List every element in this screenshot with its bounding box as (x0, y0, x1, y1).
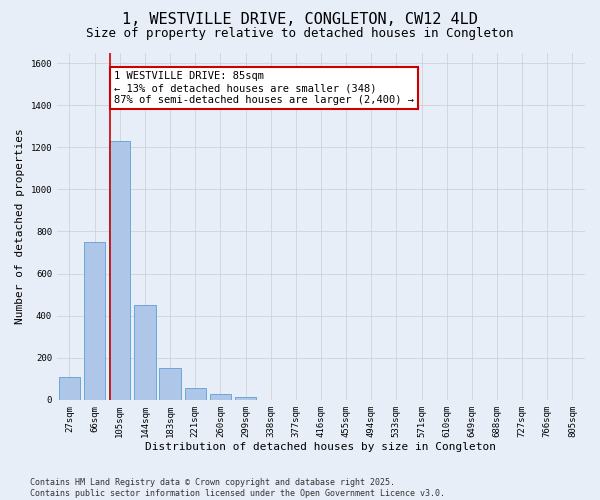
Bar (160, 368, 181, 400)
Bar (109, 141, 130, 400)
Bar (209, 394, 231, 400)
Y-axis label: Number of detached properties: Number of detached properties (15, 128, 25, 324)
Bar (185, 388, 206, 400)
Text: Contains HM Land Registry data © Crown copyright and database right 2025.
Contai: Contains HM Land Registry data © Crown c… (30, 478, 445, 498)
Bar (134, 305, 155, 400)
Text: Size of property relative to detached houses in Congleton: Size of property relative to detached ho… (86, 28, 514, 40)
Text: 1, WESTVILLE DRIVE, CONGLETON, CW12 4LD: 1, WESTVILLE DRIVE, CONGLETON, CW12 4LD (122, 12, 478, 28)
Bar (84, 242, 106, 400)
Bar (235, 396, 256, 400)
Text: 1 WESTVILLE DRIVE: 85sqm
← 13% of detached houses are smaller (348)
87% of semi-: 1 WESTVILLE DRIVE: 85sqm ← 13% of detach… (114, 72, 414, 104)
Bar (59, 376, 80, 400)
X-axis label: Distribution of detached houses by size in Congleton: Distribution of detached houses by size … (145, 442, 496, 452)
